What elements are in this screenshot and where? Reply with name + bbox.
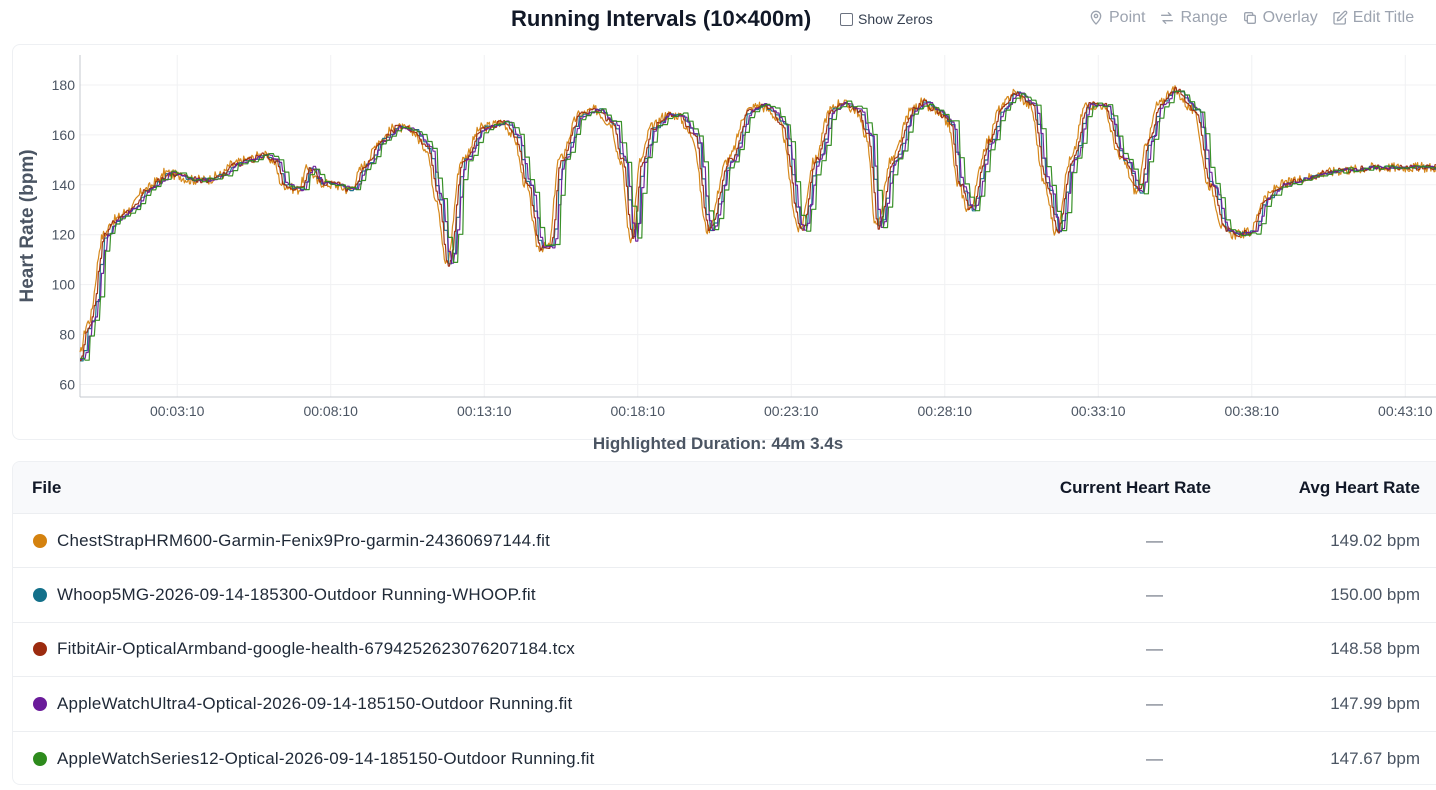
table-body: ChestStrapHRM600-Garmin-Fenix9Pro-garmin…: [13, 514, 1436, 784]
x-tick-label: 00:43:10: [1378, 403, 1433, 419]
edit-icon: [1333, 10, 1348, 25]
file-name: FitbitAir-OpticalArmband-google-health-6…: [57, 639, 576, 659]
current-heart-rate-cell: —: [1146, 530, 1163, 550]
avg-heart-rate-cell: 150.00 bpm: [1330, 585, 1420, 605]
series-color-dot: [33, 696, 47, 711]
y-tick-label: 140: [52, 177, 76, 193]
column-header-file[interactable]: File: [32, 477, 62, 497]
file-cell: Whoop5MG-2026-09-14-185300-Outdoor Runni…: [13, 585, 991, 605]
series-line: [80, 86, 1436, 362]
range-button[interactable]: Range: [1159, 9, 1228, 27]
current-heart-rate-cell: —: [1146, 639, 1163, 659]
current-heart-rate-cell: —: [1146, 693, 1163, 713]
file-cell: FitbitAir-OpticalArmband-google-health-6…: [13, 639, 991, 659]
file-cell: AppleWatchSeries12-Optical-2026-09-14-18…: [13, 749, 991, 769]
show-zeros-checkbox[interactable]: [840, 12, 853, 26]
chart-header: Running Intervals (10×400m) Show Zeros P…: [0, 0, 1436, 40]
y-tick-label: 60: [59, 377, 75, 393]
avg-heart-rate-cell: 147.99 bpm: [1330, 693, 1420, 713]
avg-heart-rate-cell: 148.58 bpm: [1330, 639, 1420, 659]
file-name: AppleWatchUltra4-Optical-2026-09-14-1851…: [57, 693, 573, 713]
series-color-dot: [33, 588, 47, 603]
current-heart-rate-cell: —: [1146, 748, 1163, 768]
point-button[interactable]: Point: [1088, 9, 1145, 27]
highlighted-duration: Highlighted Duration: 44m 3.4s: [592, 434, 844, 453]
y-tick-label: 120: [52, 227, 76, 243]
overlay-button[interactable]: Overlay: [1242, 9, 1318, 27]
series-line: [80, 90, 1436, 361]
x-tick-label: 00:33:10: [1071, 403, 1126, 419]
file-name: AppleWatchSeries12-Optical-2026-09-14-18…: [57, 748, 595, 768]
avg-heart-rate-cell: 149.02 bpm: [1330, 530, 1420, 550]
range-label: Range: [1180, 9, 1228, 26]
file-name: ChestStrapHRM600-Garmin-Fenix9Pro-garmin…: [57, 530, 551, 550]
table-row[interactable]: AppleWatchUltra4-Optical-2026-09-14-1851…: [13, 677, 1436, 732]
table-row[interactable]: ChestStrapHRM600-Garmin-Fenix9Pro-garmin…: [13, 514, 1436, 569]
x-tick-label: 00:13:10: [457, 403, 512, 419]
copy-icon: [1243, 12, 1256, 24]
table-row[interactable]: Whoop5MG-2026-09-14-185300-Outdoor Runni…: [13, 568, 1436, 623]
edit-title-label: Edit Title: [1352, 9, 1415, 26]
y-axis-label: Heart Rate (bpm): [17, 149, 38, 302]
avg-heart-rate-cell: 147.67 bpm: [1330, 748, 1420, 768]
chart-card: [12, 44, 1436, 440]
y-tick-label: 80: [59, 327, 75, 343]
chart-toolbar: Point Range Overlay Edit Title: [1088, 9, 1414, 27]
table-header: File Current Heart Rate Avg Heart Rate: [13, 462, 1436, 514]
file-table: File Current Heart Rate Avg Heart Rate C…: [12, 461, 1436, 785]
x-tick-label: 00:08:10: [303, 403, 358, 419]
series-line: [79, 85, 1436, 353]
show-zeros-label: Show Zeros: [858, 11, 933, 27]
table-row[interactable]: FitbitAir-OpticalArmband-google-health-6…: [13, 623, 1436, 678]
series-color-dot: [33, 751, 47, 766]
column-header-current[interactable]: Current Heart Rate: [1059, 477, 1211, 497]
show-zeros-toggle[interactable]: Show Zeros: [840, 11, 933, 27]
chart-title[interactable]: Running Intervals (10×400m): [511, 6, 812, 31]
x-tick-label: 00:28:10: [918, 403, 973, 419]
file-name: Whoop5MG-2026-09-14-185300-Outdoor Runni…: [57, 585, 536, 605]
file-cell: AppleWatchUltra4-Optical-2026-09-14-1851…: [13, 694, 991, 714]
heart-rate-chart[interactable]: 60 80 100 120 140 160 180 00:03:10 00:08:10 00:13…: [0, 40, 1436, 430]
x-tick-label: 00:18:10: [611, 403, 666, 419]
edit-title-button[interactable]: Edit Title: [1332, 9, 1414, 27]
arrows-exchange-icon: [1161, 12, 1174, 24]
y-tick-label: 180: [52, 77, 76, 93]
file-cell: ChestStrapHRM600-Garmin-Fenix9Pro-garmin…: [13, 531, 991, 551]
series-line: [80, 90, 1436, 360]
table-row[interactable]: AppleWatchSeries12-Optical-2026-09-14-18…: [13, 732, 1436, 784]
y-tick-label: 160: [52, 127, 76, 143]
overlay-label: Overlay: [1262, 9, 1318, 26]
y-tick-label: 100: [52, 277, 76, 293]
map-pin-icon: [1090, 10, 1102, 25]
point-label: Point: [1109, 9, 1146, 26]
current-heart-rate-cell: —: [1146, 585, 1163, 605]
series-color-dot: [33, 642, 47, 657]
x-tick-label: 00:38:10: [1225, 403, 1280, 419]
series-color-dot: [33, 533, 47, 548]
column-header-avg[interactable]: Avg Heart Rate: [1298, 477, 1420, 497]
x-tick-label: 00:03:10: [150, 403, 205, 419]
x-tick-label: 00:23:10: [764, 403, 819, 419]
series-line: [80, 90, 1436, 362]
